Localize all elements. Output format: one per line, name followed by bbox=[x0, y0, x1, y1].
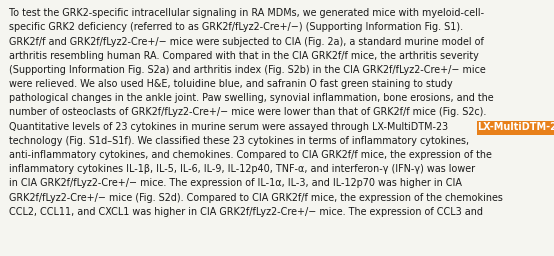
Text: (Supporting Information Fig. S2a) and arthritis index (Fig. S2b) in the CIA GRK2: (Supporting Information Fig. S2a) and ar… bbox=[9, 65, 486, 75]
Text: LX-MultiDTM-23: LX-MultiDTM-23 bbox=[477, 122, 554, 132]
Text: arthritis resembling human RA. Compared with that in the CIA GRK2f/f mice, the a: arthritis resembling human RA. Compared … bbox=[9, 51, 479, 61]
FancyBboxPatch shape bbox=[477, 121, 554, 135]
Text: specific GRK2 deficiency (referred to as GRK2f/fLyz2-Cre+/−) (Supporting Informa: specific GRK2 deficiency (referred to as… bbox=[9, 22, 463, 32]
Text: GRK2f/fLyz2-Cre+/− mice (Fig. S2d). Compared to CIA GRK2f/f mice, the expression: GRK2f/fLyz2-Cre+/− mice (Fig. S2d). Comp… bbox=[9, 193, 502, 202]
Text: inflammatory cytokines IL-1β, IL-5, IL-6, IL-9, IL-12p40, TNF-α, and interferon-: inflammatory cytokines IL-1β, IL-5, IL-6… bbox=[9, 164, 475, 174]
Text: anti-inflammatory cytokines, and chemokines. Compared to CIA GRK2f/f mice, the e: anti-inflammatory cytokines, and chemoki… bbox=[9, 150, 492, 160]
Text: technology (Fig. S1d–S1f). We classified these 23 cytokines in terms of inflamma: technology (Fig. S1d–S1f). We classified… bbox=[9, 136, 469, 146]
Text: To test the GRK2-specific intracellular signaling in RA MDMs, we generated mice : To test the GRK2-specific intracellular … bbox=[9, 8, 484, 18]
Text: in CIA GRK2f/fLyz2-Cre+/− mice. The expression of IL-1α, IL-3, and IL-12p70 was : in CIA GRK2f/fLyz2-Cre+/− mice. The expr… bbox=[9, 178, 462, 188]
Text: were relieved. We also used H&E, toluidine blue, and safranin O fast green stain: were relieved. We also used H&E, toluidi… bbox=[9, 79, 453, 89]
Text: GRK2f/f and GRK2f/fLyz2-Cre+/− mice were subjected to CIA (Fig. 2a), a standard : GRK2f/f and GRK2f/fLyz2-Cre+/− mice were… bbox=[9, 37, 484, 47]
Text: CCL2, CCL11, and CXCL1 was higher in CIA GRK2f/fLyz2-Cre+/− mice. The expression: CCL2, CCL11, and CXCL1 was higher in CIA… bbox=[9, 207, 483, 217]
Text: number of osteoclasts of GRK2f/fLyz2-Cre+/− mice were lower than that of GRK2f/f: number of osteoclasts of GRK2f/fLyz2-Cre… bbox=[9, 108, 486, 118]
Text: pathological changes in the ankle joint. Paw swelling, synovial inflammation, bo: pathological changes in the ankle joint.… bbox=[9, 93, 494, 103]
Text: Quantitative levels of 23 cytokines in murine serum were assayed through LX-Mult: Quantitative levels of 23 cytokines in m… bbox=[9, 122, 448, 132]
